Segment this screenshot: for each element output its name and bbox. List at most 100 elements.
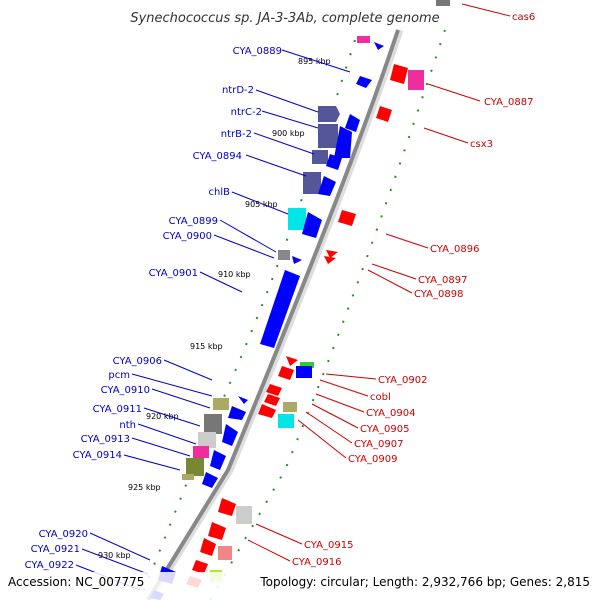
gene-arrow: [260, 270, 300, 348]
kbp-labels: 895 kbp 900 kbp 905 kbp 910 kbp 915 kbp …: [98, 57, 331, 560]
gene-block: [278, 414, 294, 428]
gene-arrow: [218, 498, 236, 516]
gene-block: [357, 36, 370, 43]
gene-block: [186, 458, 204, 476]
gene-block: [296, 366, 312, 378]
gene-block: [436, 0, 450, 6]
gene-arrow: [292, 256, 302, 264]
accession-text: Accession: NC_007775: [8, 575, 144, 589]
kbp-label: 920 kbp: [146, 412, 179, 421]
kbp-label: 915 kbp: [190, 342, 223, 351]
gene-block: [218, 546, 232, 560]
kbp-label: 905 kbp: [245, 200, 278, 209]
gene-arrow: [324, 256, 336, 264]
gene-arrow: [278, 366, 294, 380]
gene-arrow: [302, 212, 322, 238]
gene-arrow: [326, 154, 342, 170]
footer-backdrop: [0, 572, 600, 600]
gene-label[interactable]: CYA_0901: [149, 268, 198, 279]
kbp-label: 900 kbp: [272, 129, 305, 138]
gene-label[interactable]: CYA_0909: [348, 454, 397, 465]
gene-block: [303, 172, 321, 194]
gene-label[interactable]: CYA_0902: [378, 375, 427, 386]
summary-text: Topology: circular; Length: 2,932,766 bp…: [259, 575, 590, 589]
gene-label[interactable]: CYA_0920: [39, 529, 88, 540]
gene-label[interactable]: cobl: [370, 392, 391, 403]
kbp-label: 895 kbp: [298, 57, 331, 66]
gene-label[interactable]: chlB: [209, 187, 231, 198]
gene-arrow: [286, 356, 298, 366]
gene-arrow: [376, 106, 392, 122]
gene-label[interactable]: pcm: [108, 370, 130, 381]
gene-label[interactable]: CYA_0910: [101, 385, 150, 396]
forward-genes: [150, 36, 384, 600]
gene-label[interactable]: CYA_0897: [418, 275, 467, 286]
gene-label[interactable]: ntrB-2: [221, 129, 252, 140]
gene-label[interactable]: CYA_0889: [233, 46, 282, 57]
gene-block: [204, 414, 222, 434]
gene-label[interactable]: CYA_0899: [169, 216, 218, 227]
gene-arrow: [374, 42, 384, 50]
gene-block: [182, 474, 194, 480]
gene-arrow: [228, 406, 246, 420]
gene-label[interactable]: CYA_0894: [193, 151, 242, 162]
gene-arrow: [210, 450, 226, 470]
reverse-label-leaders: [247, 3, 511, 562]
kbp-label: 925 kbp: [128, 483, 161, 492]
gene-arrow: [326, 250, 338, 258]
gene-block: [312, 150, 328, 164]
gene-block: [283, 402, 297, 412]
gene-label[interactable]: CYA_0898: [414, 289, 463, 300]
reverse-tick-track: [209, 29, 446, 600]
gene-label[interactable]: CYA_0904: [366, 408, 415, 419]
gene-block: [278, 250, 290, 260]
gene-arrow: [318, 176, 336, 196]
reverse-genes: [186, 0, 450, 588]
gene-label[interactable]: nth: [119, 420, 136, 431]
gene-label[interactable]: CYA_0911: [93, 404, 142, 415]
gene-arrow: [390, 64, 408, 84]
gene-block: [408, 70, 424, 90]
forward-label-leaders: [75, 49, 351, 591]
gene-block: [300, 362, 314, 368]
gene-label[interactable]: CYA_0900: [163, 231, 212, 242]
gene-label[interactable]: CYA_0915: [304, 540, 353, 551]
gene-label[interactable]: CYA_0896: [430, 244, 479, 255]
reverse-gene-labels: cas6 CYA_0887 csx3 CYA_0896 CYA_0897 CYA…: [292, 12, 535, 568]
gene-arrow: [356, 76, 372, 88]
gene-label[interactable]: CYA_0914: [73, 450, 122, 461]
gene-label[interactable]: ntrD-2: [222, 85, 254, 96]
gene-label[interactable]: cas6: [512, 12, 535, 23]
gene-arrow: [238, 396, 248, 404]
gene-label[interactable]: CYA_0907: [354, 439, 403, 450]
gene-label[interactable]: CYA_0921: [31, 544, 80, 555]
gene-label[interactable]: CYA_0913: [81, 434, 130, 445]
gene-label[interactable]: CYA_0905: [360, 424, 409, 435]
gene-label[interactable]: CYA_0906: [113, 356, 162, 367]
gene-label[interactable]: csx3: [470, 139, 493, 150]
forward-gene-labels: CYA_0889 ntrD-2 ntrC-2 ntrB-2 CYA_0894 c…: [25, 46, 282, 571]
gene-block: [193, 446, 209, 458]
kbp-label: 910 kbp: [218, 270, 251, 279]
gene-block: [318, 124, 338, 148]
gene-block: [236, 506, 252, 524]
gene-label[interactable]: CYA_0916: [292, 557, 341, 568]
gene-label[interactable]: CYA_0887: [484, 97, 533, 108]
gene-block: [213, 398, 229, 410]
gene-label[interactable]: ntrC-2: [231, 107, 262, 118]
gene-block: [288, 208, 306, 230]
kbp-label: 930 kbp: [98, 551, 131, 560]
gene-arrow: [208, 522, 226, 540]
gene-block: [318, 106, 340, 122]
gene-arrow: [334, 126, 352, 158]
gene-arrow: [202, 472, 218, 488]
gene-label[interactable]: CYA_0922: [25, 560, 74, 571]
forward-tick-track: [139, 39, 356, 600]
gene-arrow: [338, 210, 356, 226]
genome-backbone: [146, 29, 400, 600]
gene-arrow: [222, 424, 238, 446]
gene-arrow: [264, 394, 280, 406]
gene-arrow: [258, 404, 276, 418]
gene-arrow: [266, 384, 282, 396]
